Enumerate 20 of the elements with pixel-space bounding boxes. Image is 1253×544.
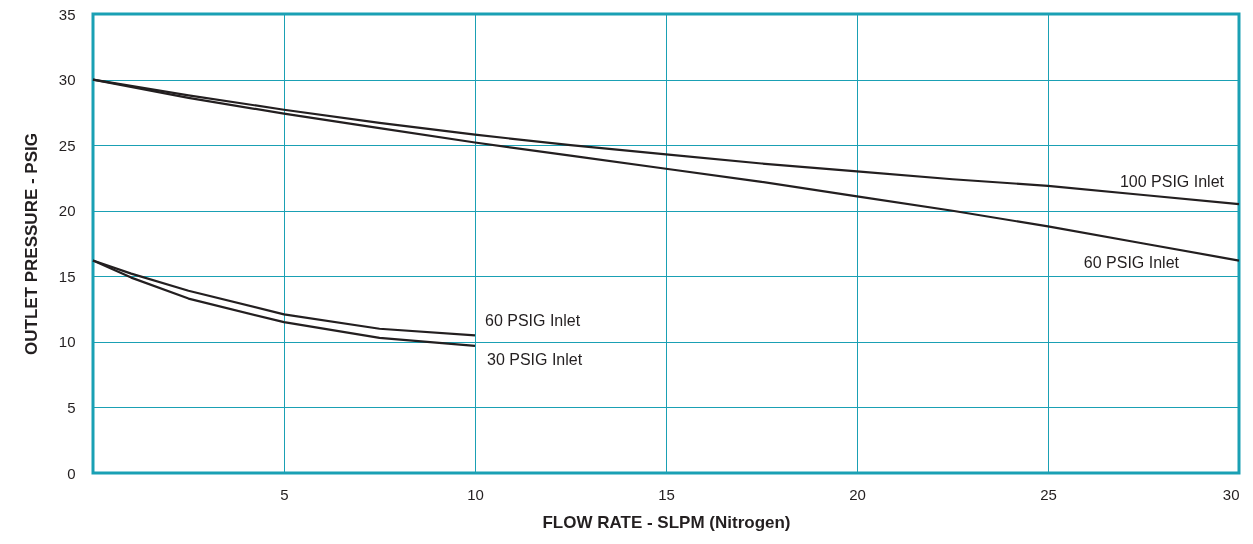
y-tick-label: 0 [67,464,76,482]
y-axis-title: OUTLET PRESSURE - PSIG [21,133,41,355]
y-tick-label: 35 [58,5,76,23]
series-label: 100 PSIG Inlet [1119,173,1225,191]
series-label: 60 PSIG Inlet [485,312,581,330]
y-tick-label: 15 [58,267,76,285]
y-tick-label: 5 [67,398,76,416]
x-axis-title: FLOW RATE - SLPM (Nitrogen) [542,512,791,532]
x-tick-label: 20 [849,485,866,503]
x-tick-label: 5 [280,485,289,503]
y-tick-label: 30 [58,71,76,89]
y-tick-label: 20 [58,202,76,220]
series-label: 30 PSIG Inlet [487,350,583,368]
y-tick-label: 10 [58,333,76,351]
x-tick-label: 30 [1222,485,1240,503]
x-tick-label: 10 [467,485,484,503]
x-tick-label: 25 [1040,485,1057,503]
x-tick-label: 15 [658,485,675,503]
series-label: 60 PSIG Inlet [1083,253,1180,271]
y-tick-label: 25 [58,136,76,154]
